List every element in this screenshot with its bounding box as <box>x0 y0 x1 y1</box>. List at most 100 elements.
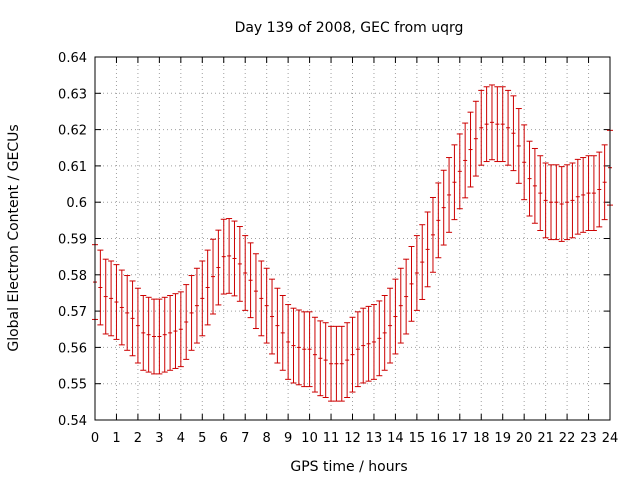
error-bar-point <box>547 164 554 241</box>
error-bar-point <box>413 235 420 311</box>
tick-labels: 0 1 2 3 4 5 6 7 8 9 10 11 12 13 14 15 16 17 18 19 20 21 22 23 24… <box>58 51 618 446</box>
error-bar-point <box>365 305 372 382</box>
error-bar-point <box>124 275 131 351</box>
y-tick-label: 0.63 <box>58 87 87 102</box>
x-tick-label: 1 <box>112 431 120 446</box>
error-bar-point <box>376 300 383 377</box>
error-bar-point <box>161 296 168 373</box>
x-tick-label: 16 <box>430 431 447 446</box>
error-bar-point <box>521 124 528 201</box>
y-tick-label: 0.62 <box>58 124 87 139</box>
error-bar-point <box>338 325 345 402</box>
error-bar-point <box>333 325 340 402</box>
error-bar-point <box>242 235 249 311</box>
x-tick-label: 24 <box>602 431 619 446</box>
x-tick-label: 15 <box>409 431 426 446</box>
error-bar-point <box>531 147 538 224</box>
x-tick-label: 8 <box>263 431 271 446</box>
y-tick-label: 0.57 <box>58 305 87 320</box>
error-bar-point <box>424 211 431 288</box>
chart-title: Day 139 of 2008, GEC from uqrg <box>235 20 464 36</box>
error-bar-point <box>290 307 297 384</box>
error-bar-point <box>258 260 265 337</box>
x-tick-label: 3 <box>155 431 163 446</box>
error-bar-point <box>118 269 125 346</box>
error-bar-point <box>397 267 404 344</box>
x-tick-label: 19 <box>494 431 511 446</box>
error-bar-point <box>172 293 179 369</box>
error-bar-point <box>183 284 190 360</box>
x-tick-label: 23 <box>580 431 597 446</box>
y-tick-label: 0.59 <box>58 233 87 248</box>
axis-ticks <box>94 56 611 421</box>
y-tick-label: 0.56 <box>58 341 87 356</box>
error-bar-point <box>344 322 351 398</box>
error-bar-point <box>590 155 597 232</box>
error-bar-point <box>569 162 576 239</box>
error-bar-point <box>462 122 469 199</box>
x-tick-label: 0 <box>91 431 99 446</box>
error-bar-point <box>478 89 485 166</box>
error-bar-point <box>167 294 174 371</box>
error-bar-point <box>392 278 399 355</box>
error-bar-point <box>199 260 206 337</box>
x-axis-title: GPS time / hours <box>290 459 407 475</box>
error-bar-point <box>387 287 394 364</box>
error-bar-point <box>322 322 329 398</box>
error-bar-point <box>236 226 243 302</box>
gec-series <box>92 84 613 402</box>
error-bar-point <box>204 249 211 326</box>
error-bar-point <box>145 296 152 373</box>
error-bar-point <box>188 275 195 351</box>
error-bar-point <box>328 325 335 402</box>
error-bar-point <box>505 89 512 166</box>
error-bar-point <box>467 111 474 188</box>
error-bar-point <box>301 311 308 388</box>
x-tick-label: 17 <box>452 431 469 446</box>
y-tick-label: 0.64 <box>58 51 87 66</box>
error-bar-point <box>354 311 361 388</box>
error-bar-point <box>440 169 447 246</box>
y-axis-title: Global Electron Content / GECUs <box>6 124 22 351</box>
error-bar-point <box>129 280 136 357</box>
x-tick-label: 21 <box>537 431 554 446</box>
x-tick-label: 9 <box>284 431 292 446</box>
error-bar-point <box>429 196 436 273</box>
error-bar-point <box>226 218 233 294</box>
error-bar-point <box>97 249 104 326</box>
error-bar-point <box>564 164 571 241</box>
error-bar-point <box>446 157 453 233</box>
x-tick-label: 5 <box>198 431 206 446</box>
x-tick-label: 2 <box>134 431 142 446</box>
x-tick-label: 7 <box>241 431 249 446</box>
error-bar-point <box>510 95 517 172</box>
error-bar-point <box>279 294 286 371</box>
error-bar-point <box>360 307 367 384</box>
error-bar-point <box>499 86 506 163</box>
error-bar-point <box>553 164 560 241</box>
error-bar-point <box>113 264 120 340</box>
x-tick-label: 6 <box>220 431 228 446</box>
y-tick-label: 0.6 <box>66 196 87 211</box>
error-bar-point <box>419 224 426 300</box>
error-bar-point <box>483 86 490 163</box>
error-bar-point <box>306 311 313 388</box>
x-tick-label: 20 <box>516 431 533 446</box>
y-tick-label: 0.54 <box>58 414 87 429</box>
error-bar-point <box>488 84 495 161</box>
error-bar-point <box>596 151 603 228</box>
error-bar-point <box>537 155 544 232</box>
error-bar-point <box>403 258 410 335</box>
x-tick-label: 14 <box>387 431 404 446</box>
error-bar-point <box>494 86 501 163</box>
error-bar-point <box>210 238 217 315</box>
error-bar-point <box>151 298 158 375</box>
error-bar-point <box>317 320 324 397</box>
error-bar-point <box>558 166 565 242</box>
error-bar-point <box>274 287 281 364</box>
plot-frame <box>94 56 611 421</box>
x-tick-label: 10 <box>301 431 318 446</box>
error-bar-point <box>295 309 302 386</box>
error-bar-point <box>451 144 458 221</box>
error-bar-point <box>580 157 587 233</box>
